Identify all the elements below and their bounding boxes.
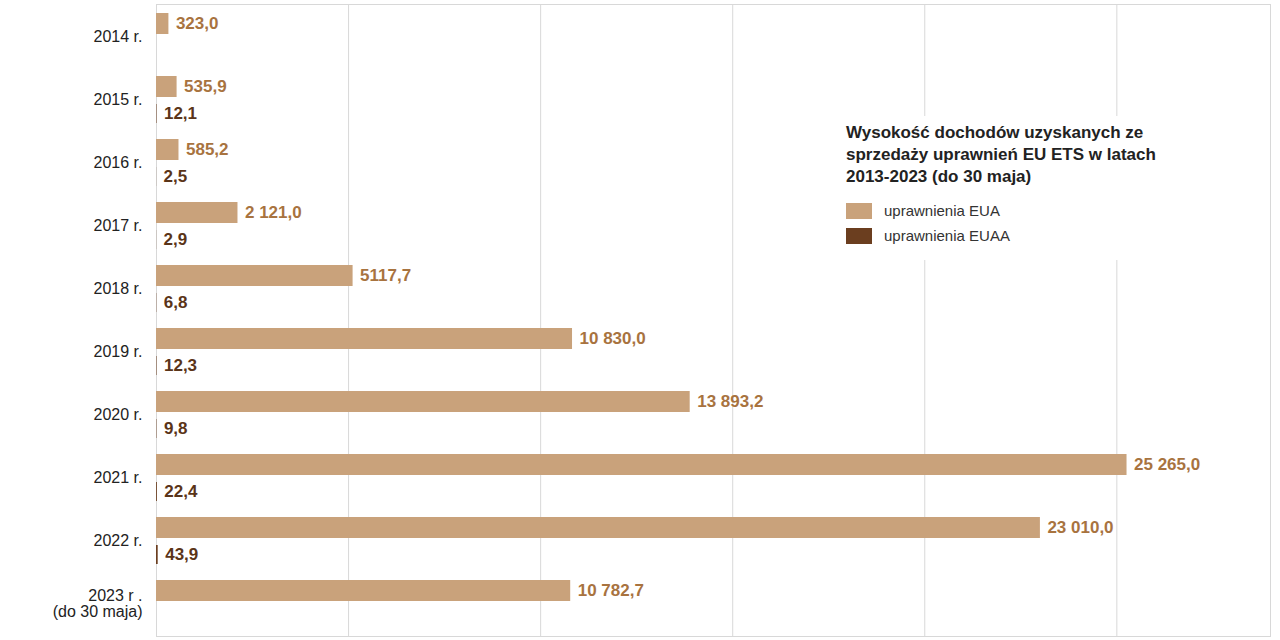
svg-text:2,9: 2,9 [164, 230, 188, 249]
svg-text:2022 r.: 2022 r. [94, 532, 143, 549]
svg-text:2,5: 2,5 [164, 167, 188, 186]
svg-text:12,1: 12,1 [164, 104, 197, 123]
svg-text:6,8: 6,8 [164, 293, 188, 312]
svg-text:22,4: 22,4 [164, 482, 198, 501]
svg-text:2015 r.: 2015 r. [94, 91, 143, 108]
svg-text:2019 r.: 2019 r. [94, 343, 143, 360]
svg-text:2020 r.: 2020 r. [94, 406, 143, 423]
svg-text:10 782,7: 10 782,7 [578, 581, 644, 600]
svg-text:2018 r.: 2018 r. [94, 280, 143, 297]
svg-text:10 830,0: 10 830,0 [580, 329, 646, 348]
svg-text:2 121,0: 2 121,0 [245, 203, 302, 222]
html-text:Wysokość dochodów uzyskanych z: Wysokość dochodów uzyskanych ze sprzedaż… [846, 123, 1156, 187]
svg-text:12,3: 12,3 [164, 356, 197, 375]
svg-text:2023 r .(do 30 maja): 2023 r .(do 30 maja) [53, 587, 143, 620]
html-text:uprawnienia EUA: uprawnienia EUA [884, 202, 1000, 220]
svg-text:23 010,0: 23 010,0 [1047, 518, 1113, 537]
svg-text:2014 r.: 2014 r. [94, 28, 143, 45]
svg-text:2021 r.: 2021 r. [94, 469, 143, 486]
svg-text:585,2: 585,2 [186, 140, 229, 159]
html-text:uprawnienia EUAA: uprawnienia EUAA [884, 227, 1010, 245]
svg-text:25 265,0: 25 265,0 [1134, 455, 1200, 474]
svg-text:535,9: 535,9 [184, 77, 227, 96]
svg-text:2017 r.: 2017 r. [94, 217, 143, 234]
svg-text:13 893,2: 13 893,2 [697, 392, 763, 411]
svg-text:323,0: 323,0 [176, 14, 219, 33]
svg-text:5117,7: 5117,7 [360, 266, 411, 285]
svg-text:43,9: 43,9 [165, 545, 198, 564]
svg-text:2016 r.: 2016 r. [94, 154, 143, 171]
svg-text:9,8: 9,8 [164, 419, 188, 438]
